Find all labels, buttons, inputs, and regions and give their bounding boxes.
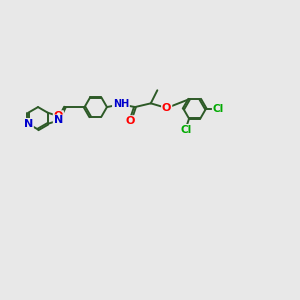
- Text: O: O: [162, 103, 171, 113]
- Text: O: O: [126, 116, 135, 126]
- Text: Cl: Cl: [181, 125, 192, 135]
- Text: Cl: Cl: [213, 104, 224, 114]
- Text: N: N: [24, 119, 33, 129]
- Text: N: N: [54, 116, 63, 125]
- Text: O: O: [54, 111, 63, 121]
- Text: NH: NH: [113, 99, 129, 109]
